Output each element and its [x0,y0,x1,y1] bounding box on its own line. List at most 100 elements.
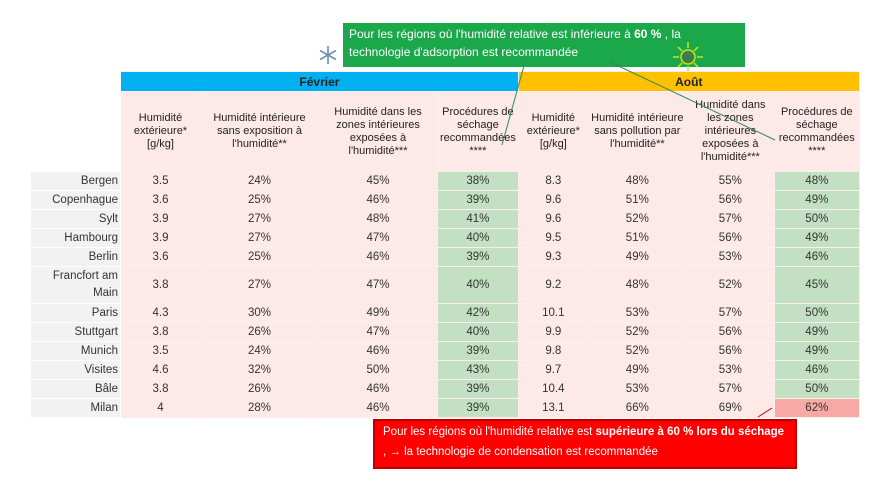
column-header: Humidité dans les zones intérieures expo… [685,91,775,172]
value-cell: 48% [318,209,438,229]
value-cell: 8.3 [517,171,589,191]
value-cell: 3.6 [120,247,201,267]
city-cell: Visites [30,360,121,380]
value-cell: 13.1 [517,398,589,418]
value-cell: 49% [773,228,860,248]
city-cell: Milan [30,398,121,418]
value-cell: 10.1 [517,303,589,323]
city-cell: Francfort am Main [30,266,121,304]
value-cell: 57% [685,379,775,399]
value-cell: 52% [587,322,687,342]
adsorption-callout: Pour les régions où l'humidité relative … [343,23,745,67]
value-cell: 4 [120,398,201,418]
city-cell: Copenhague [30,190,121,210]
value-cell: 39% [437,247,519,267]
value-cell: 46% [318,247,438,267]
table-body: Bergen 3.5 24% 45% 38% 8.3 48% 55% 48% Copenhague… [30,171,860,418]
table-row: Milan 4 28% 46% 39% 13.1 66% 69% 62% [30,398,860,418]
value-cell: 9.7 [517,360,589,380]
table-row: Stuttgart 3.8 26% 47% 40% 9.9 52% 56% 49% [30,322,860,342]
column-header: Procédures de séchage recommandées **** [437,91,519,172]
value-cell: 69% [685,398,775,418]
snowflake-icon [319,46,337,64]
value-cell: 3.9 [120,209,201,229]
value-cell: 27% [200,228,319,248]
value-cell: 47% [318,322,438,342]
callout-text: Pour les régions où l'humidité relative … [349,27,635,41]
value-cell: 47% [318,228,438,248]
city-cell: Bâle [30,379,121,399]
city-cell: Hambourg [30,228,121,248]
sun-icon [673,42,703,72]
column-header: Procédures de séchage recommandées **** [773,91,860,172]
value-cell: 49% [773,322,860,342]
value-cell: 40% [437,266,519,304]
table-row: Munich 3.5 24% 46% 39% 9.8 52% 56% 49% [30,341,860,361]
value-cell: 66% [587,398,687,418]
value-cell: 51% [587,228,687,248]
value-cell: 26% [200,379,319,399]
value-cell: 49% [318,303,438,323]
column-header: Humidité intérieure sans pollution par l… [587,91,687,172]
value-cell: 9.5 [517,228,589,248]
table-row: Bâle 3.8 26% 46% 39% 10.4 53% 57% 50% [30,379,860,399]
group-header-february: Février [120,71,519,92]
humidity-table: Février Août Humidité extérieure* [g/kg]… [30,71,860,418]
value-cell: 4.3 [120,303,201,323]
city-cell: Paris [30,303,121,323]
table-row: Hambourg 3.9 27% 47% 40% 9.5 51% 56% 49% [30,228,860,248]
table-row: Berlin 3.6 25% 46% 39% 9.3 49% 53% 46% [30,247,860,267]
value-cell: 3.8 [120,379,201,399]
value-cell: 49% [773,190,860,210]
value-cell: 50% [318,360,438,380]
value-cell: 52% [685,266,775,304]
value-cell: 26% [200,322,319,342]
callout-text: Pour les régions où l'humidité relative … [383,426,596,438]
value-cell: 53% [587,379,687,399]
value-cell: 46% [318,398,438,418]
value-cell: 56% [685,228,775,248]
value-cell: 55% [685,171,775,191]
value-cell: 43% [437,360,519,380]
value-cell: 45% [318,171,438,191]
value-cell: 32% [200,360,319,380]
value-cell: 38% [437,171,519,191]
value-cell: 46% [318,379,438,399]
value-cell: 3.8 [120,322,201,342]
value-cell: 40% [437,228,519,248]
value-cell: 52% [587,209,687,229]
column-header: Humidité extérieure* [g/kg] [120,91,201,172]
value-cell: 40% [437,322,519,342]
value-cell: 39% [437,190,519,210]
column-header: Humidité intérieure sans exposition à l'… [200,91,319,172]
value-cell: 49% [587,360,687,380]
value-cell: 42% [437,303,519,323]
value-cell: 50% [773,303,860,323]
value-cell: 39% [437,341,519,361]
callout-text: , → la technologie de condensation est r… [383,446,658,458]
value-cell: 46% [773,360,860,380]
value-cell: 9.3 [517,247,589,267]
value-cell: 27% [200,209,319,229]
table-row: Bergen 3.5 24% 45% 38% 8.3 48% 55% 48% [30,171,860,191]
value-cell: 48% [773,171,860,191]
city-cell: Sylt [30,209,121,229]
value-cell: 41% [437,209,519,229]
value-cell: 53% [685,360,775,380]
city-cell: Munich [30,341,121,361]
city-cell: Bergen [30,171,121,191]
value-cell: 3.6 [120,190,201,210]
value-cell: 53% [685,247,775,267]
condensation-callout: Pour les régions où l'humidité relative … [373,419,797,469]
value-cell: 46% [318,341,438,361]
city-cell: Berlin [30,247,121,267]
value-cell: 39% [437,398,519,418]
table-row: Francfort am Main 3.8 27% 47% 40% 9.2 48% 52% 45… [30,266,860,304]
column-header: Humidité dans les zones intérieures expo… [318,91,438,172]
value-cell: 46% [318,190,438,210]
value-cell: 25% [200,190,319,210]
group-header-august: Août [517,71,860,92]
value-cell: 46% [773,247,860,267]
table-row: Visites 4.6 32% 50% 43% 9.7 49% 53% 46% [30,360,860,380]
value-cell: 3.8 [120,266,201,304]
